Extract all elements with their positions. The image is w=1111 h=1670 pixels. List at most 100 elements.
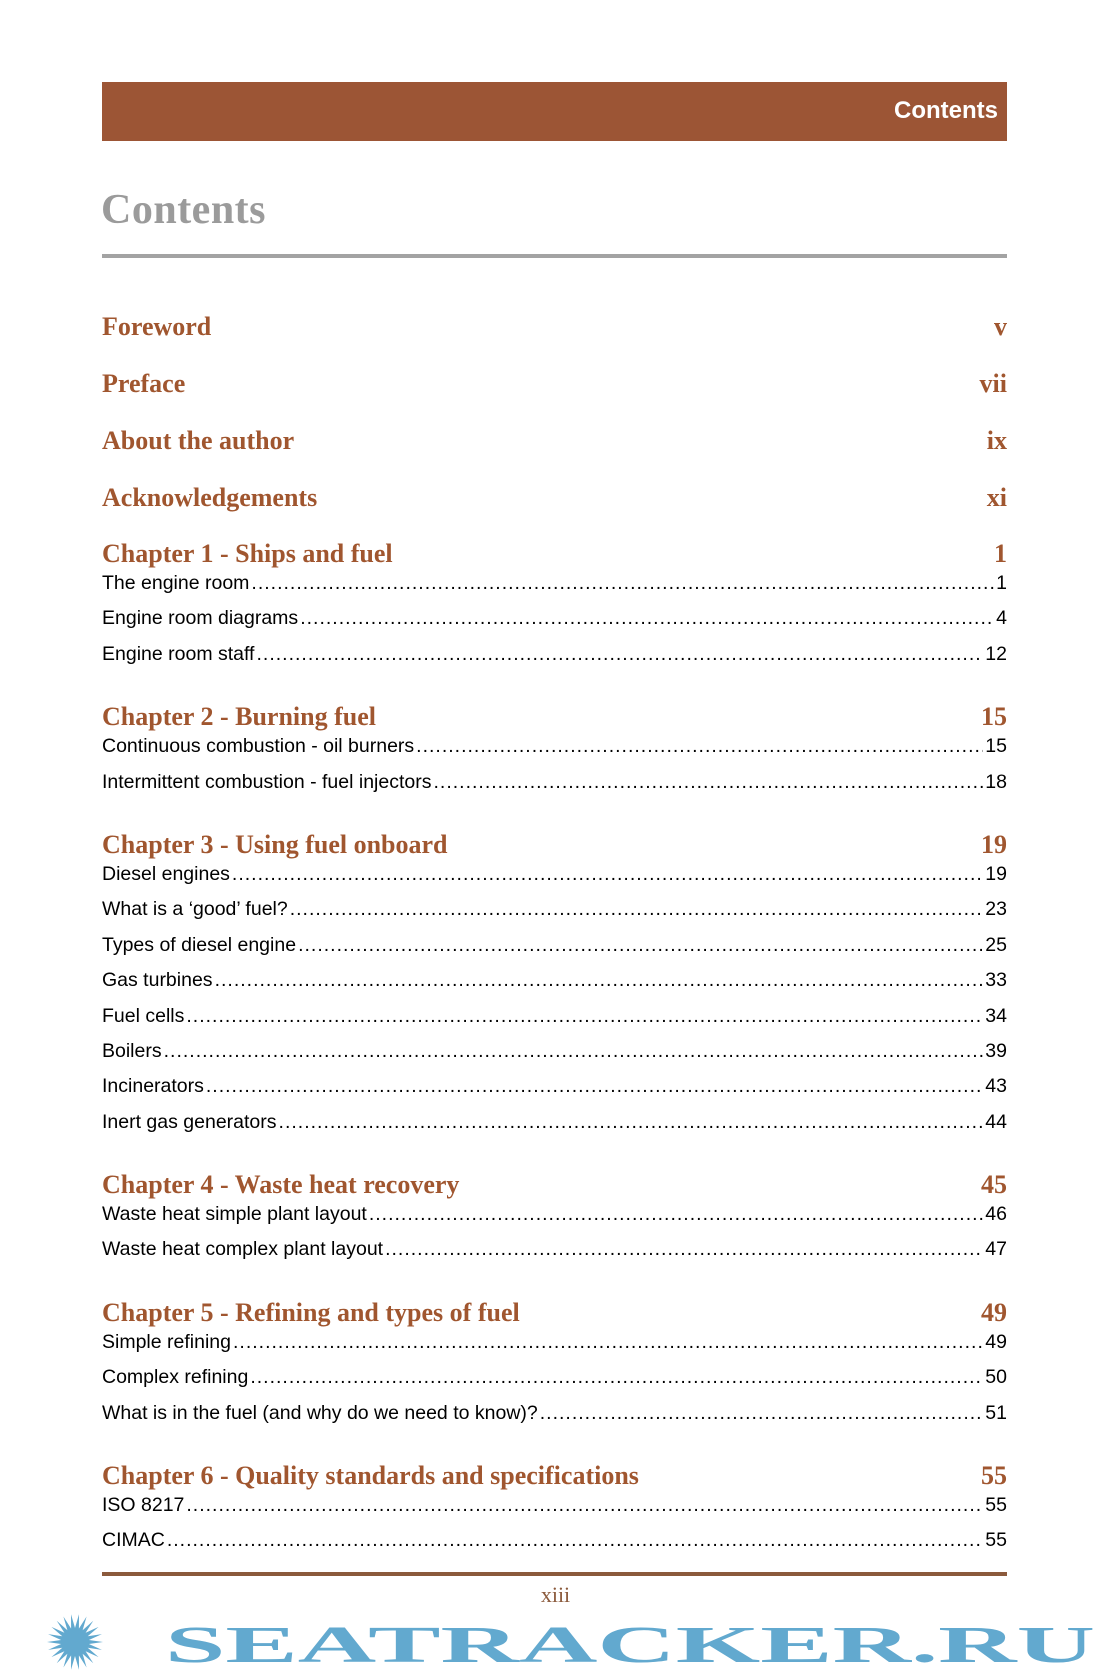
dot-leader: [186, 1494, 983, 1529]
section-label: Fuel cells: [102, 1004, 185, 1027]
toc-section-entry[interactable]: Incinerators 43: [102, 1075, 1007, 1110]
toc-section-entry[interactable]: What is in the fuel (and why do we need …: [102, 1402, 1007, 1437]
section-label: ISO 8217: [102, 1494, 185, 1517]
toc-section-entry[interactable]: What is a ‘good’ fuel? 23: [102, 898, 1007, 933]
toc-section-entry[interactable]: Engine room staff 12: [102, 643, 1007, 678]
toc-section-entry[interactable]: Waste heat complex plant layout 47: [102, 1238, 1007, 1273]
dot-leader: [279, 1111, 984, 1146]
toc-section-entry[interactable]: Boilers 39: [102, 1040, 1007, 1075]
dot-leader: [433, 771, 983, 806]
section-page: 23: [985, 898, 1007, 921]
toc-chapter-entry[interactable]: Chapter 1 - Ships and fuel 1: [102, 536, 1007, 572]
toc-section-entry[interactable]: Gas turbines 33: [102, 969, 1007, 1004]
dot-leader: [250, 1366, 983, 1401]
dot-leader: [251, 572, 994, 607]
section-label: Waste heat complex plant layout: [102, 1238, 384, 1261]
section-page: 4: [996, 607, 1007, 630]
section-label: Inert gas generators: [102, 1110, 277, 1133]
entry-page: v: [994, 312, 1007, 341]
toc-chapter-entry[interactable]: Chapter 6 - Quality standards and specif…: [102, 1458, 1007, 1494]
entry-page: ix: [986, 426, 1007, 455]
dot-leader: [167, 1529, 983, 1564]
chapter-label: Chapter 4 - Waste heat recovery: [102, 1170, 460, 1200]
watermark-logo: SEATRACKER.RU: [47, 1614, 1095, 1670]
section-page: 43: [985, 1075, 1007, 1098]
section-label: Continuous combustion - oil burners: [102, 735, 415, 758]
section-label: What is in the fuel (and why do we need …: [102, 1401, 538, 1424]
footer-rule: [102, 1572, 1007, 1576]
toc-section-entry[interactable]: CIMAC 55: [102, 1529, 1007, 1564]
section-page: 44: [985, 1110, 1007, 1133]
sun-burst-icon: [47, 1614, 103, 1670]
page-title: Contents: [101, 187, 267, 233]
section-label: Engine room diagrams: [102, 607, 299, 630]
section-label: Intermittent combustion - fuel injectors: [102, 770, 432, 793]
toc-chapter-entry[interactable]: Chapter 3 - Using fuel onboard 19: [102, 827, 1007, 863]
section-label: Simple refining: [102, 1330, 231, 1353]
section-page: 33: [985, 969, 1007, 992]
section-page: 51: [985, 1401, 1007, 1424]
toc-section-entry[interactable]: Engine room diagrams 4: [102, 607, 1007, 642]
toc-section-entry[interactable]: Intermittent combustion - fuel injectors…: [102, 771, 1007, 806]
chapter-label: Chapter 6 - Quality standards and specif…: [102, 1461, 639, 1491]
dot-leader: [298, 934, 983, 969]
chapter-label: Chapter 3 - Using fuel onboard: [102, 829, 448, 859]
section-label: CIMAC: [102, 1529, 165, 1552]
chapter-page: 15: [981, 702, 1007, 732]
chapter-page: 1: [994, 539, 1007, 568]
toc-chapter-entry[interactable]: Chapter 2 - Burning fuel 15: [102, 699, 1007, 735]
entry-page: xi: [986, 483, 1007, 512]
section-label: Gas turbines: [102, 969, 213, 992]
toc-section-entry[interactable]: Inert gas generators 44: [102, 1111, 1007, 1146]
toc-section-entry[interactable]: Diesel engines 19: [102, 863, 1007, 898]
toc-chapter-entry[interactable]: Chapter 4 - Waste heat recovery 45: [102, 1167, 1007, 1203]
entry-label: About the author: [102, 426, 295, 455]
section-page: 19: [985, 862, 1007, 885]
entry-label: Acknowledgements: [102, 483, 318, 512]
section-label: Types of diesel engine: [102, 933, 297, 956]
section-label: Incinerators: [102, 1075, 204, 1098]
chapter-label: Chapter 5 - Refining and types of fuel: [102, 1297, 520, 1327]
section-page: 34: [985, 1004, 1007, 1027]
toc-section-entry[interactable]: Types of diesel engine 25: [102, 934, 1007, 969]
toc-front-entry[interactable]: About the author ix: [102, 412, 1007, 469]
section-label: What is a ‘good’ fuel?: [102, 898, 288, 921]
toc-chapter-entry[interactable]: Chapter 5 - Refining and types of fuel 49: [102, 1295, 1007, 1331]
toc-section-entry[interactable]: Waste heat simple plant layout 46: [102, 1203, 1007, 1238]
table-of-contents: Foreword v Preface vii About the author ix Ack…: [102, 298, 1007, 1565]
entry-page: vii: [979, 369, 1007, 398]
entry-label: Foreword: [102, 312, 212, 341]
section-page: 1: [996, 572, 1007, 594]
toc-section-entry[interactable]: Complex refining 50: [102, 1366, 1007, 1401]
dot-leader: [256, 643, 983, 678]
section-label: Boilers: [102, 1039, 162, 1062]
running-header-label: Contents: [894, 97, 998, 124]
page-number: xiii: [540, 1582, 571, 1607]
dot-leader: [385, 1238, 983, 1273]
section-page: 49: [985, 1330, 1007, 1353]
toc-section-entry[interactable]: ISO 8217 55: [102, 1494, 1007, 1529]
section-page: 55: [985, 1494, 1007, 1517]
section-page: 39: [985, 1039, 1007, 1062]
watermark-text: SEATRACKER.RU: [165, 1617, 1095, 1670]
chapter-page: 49: [981, 1297, 1007, 1327]
toc-front-entry[interactable]: Foreword v: [102, 298, 1007, 355]
toc-section-entry[interactable]: The engine room 1: [102, 572, 1007, 607]
dot-leader: [215, 969, 984, 1004]
running-header-bar: Contents: [102, 82, 1007, 141]
toc-front-entry[interactable]: Acknowledgements xi: [102, 469, 1007, 526]
section-page: 55: [985, 1529, 1007, 1552]
section-page: 47: [985, 1238, 1007, 1261]
dot-leader: [233, 1331, 983, 1366]
section-page: 12: [985, 642, 1007, 665]
section-page: 46: [985, 1203, 1007, 1226]
toc-front-entry[interactable]: Preface vii: [102, 355, 1007, 412]
toc-section-entry[interactable]: Simple refining 49: [102, 1331, 1007, 1366]
toc-section-entry[interactable]: Fuel cells 34: [102, 1005, 1007, 1040]
section-page: 15: [985, 735, 1007, 758]
dot-leader: [369, 1203, 983, 1238]
section-page: 18: [985, 770, 1007, 793]
section-label: Complex refining: [102, 1366, 249, 1389]
toc-section-entry[interactable]: Continuous combustion - oil burners 15: [102, 735, 1007, 770]
section-page: 50: [985, 1366, 1007, 1389]
